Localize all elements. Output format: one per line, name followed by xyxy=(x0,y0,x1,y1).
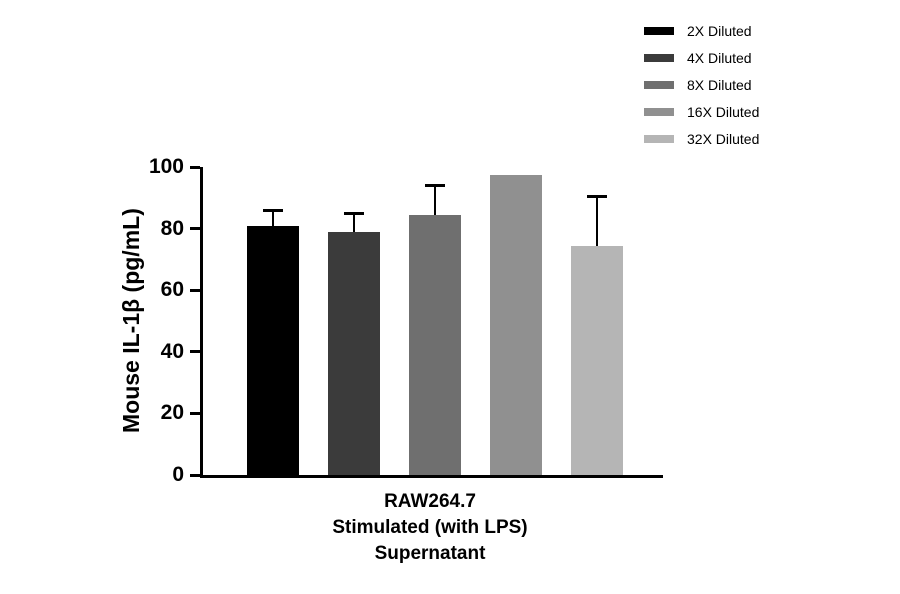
x-axis-label-line-3: Supernatant xyxy=(374,543,486,564)
legend-item: 32X Diluted xyxy=(644,131,760,147)
bar-8x-diluted xyxy=(409,214,461,475)
legend-label: 4X Diluted xyxy=(687,50,752,66)
y-tick-label: 100 xyxy=(148,155,184,178)
y-tick xyxy=(190,473,200,477)
bar-16x-diluted xyxy=(490,174,542,475)
legend-item: 8X Diluted xyxy=(644,77,759,93)
y-tick xyxy=(190,350,200,354)
x-axis-label-line-1: RAW264.7 xyxy=(384,491,476,512)
error-bar-cap xyxy=(425,184,445,188)
legend-swatch xyxy=(644,108,674,116)
bar-2x-diluted xyxy=(247,225,299,475)
legend-item: 2X Diluted xyxy=(644,23,759,39)
error-bar-line xyxy=(352,214,356,232)
legend-label: 8X Diluted xyxy=(687,77,752,93)
error-bar-line xyxy=(271,211,275,226)
y-tick-label: 60 xyxy=(160,278,184,302)
error-bar-cap xyxy=(344,211,364,215)
legend-item: 16X Diluted xyxy=(644,104,760,120)
x-axis-label-line-2: Stimulated (with LPS) xyxy=(332,517,528,538)
chart-legend: 2X Diluted 4X Diluted 8X Diluted 16X Dilute… xyxy=(644,23,760,159)
legend-label: 32X Diluted xyxy=(687,131,760,147)
bar-32x-diluted xyxy=(571,245,623,475)
legend-swatch xyxy=(644,81,674,89)
error-bar-line xyxy=(595,197,599,246)
plot-area: 0 20 40 60 80 100 xyxy=(149,155,663,486)
legend-label: 16X Diluted xyxy=(687,104,760,120)
error-bar-line xyxy=(433,187,437,215)
y-tick xyxy=(190,165,200,169)
x-axis-label: RAW264.7 Stimulated (with LPS) Supernata… xyxy=(230,489,630,567)
y-tick-label: 80 xyxy=(160,216,184,240)
y-tick xyxy=(190,288,200,292)
y-tick-label: 40 xyxy=(160,339,184,363)
legend-swatch xyxy=(644,27,674,35)
legend-swatch xyxy=(644,135,674,143)
y-tick-label: 0 xyxy=(172,463,184,486)
y-axis-title: Mouse IL-1β (pg/mL) xyxy=(118,208,144,434)
legend-label: 2X Diluted xyxy=(687,23,752,39)
legend-swatch xyxy=(644,54,674,62)
bar-4x-diluted xyxy=(328,231,380,475)
y-tick-label: 20 xyxy=(160,401,184,425)
error-bar-cap xyxy=(263,208,283,212)
legend-item: 4X Diluted xyxy=(644,50,759,66)
error-bar-cap xyxy=(587,194,607,198)
y-tick xyxy=(190,411,200,415)
y-tick xyxy=(190,227,200,231)
